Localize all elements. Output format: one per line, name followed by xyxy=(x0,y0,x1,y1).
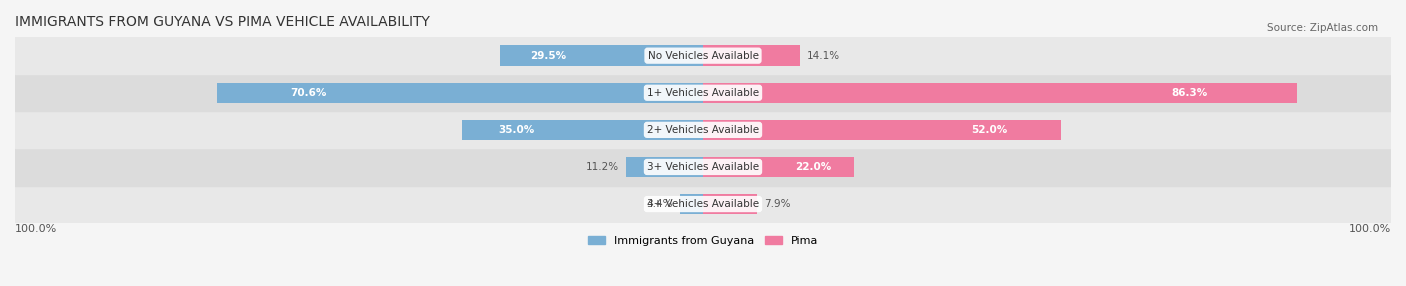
Text: 11.2%: 11.2% xyxy=(586,162,619,172)
Text: 29.5%: 29.5% xyxy=(530,51,567,61)
Bar xyxy=(15,37,1391,74)
Text: 100.0%: 100.0% xyxy=(15,225,58,235)
Bar xyxy=(703,120,1060,140)
Text: 2+ Vehicles Available: 2+ Vehicles Available xyxy=(647,125,759,135)
Text: 70.6%: 70.6% xyxy=(290,88,326,98)
Bar xyxy=(463,120,703,140)
Text: 86.3%: 86.3% xyxy=(1171,88,1208,98)
Bar xyxy=(15,111,1391,148)
Bar xyxy=(679,194,703,214)
Text: 14.1%: 14.1% xyxy=(807,51,839,61)
Text: 100.0%: 100.0% xyxy=(1348,225,1391,235)
Text: No Vehicles Available: No Vehicles Available xyxy=(648,51,758,61)
Bar xyxy=(501,45,703,66)
Legend: Immigrants from Guyana, Pima: Immigrants from Guyana, Pima xyxy=(583,231,823,251)
Bar xyxy=(15,148,1391,186)
Bar xyxy=(626,157,703,177)
Text: 35.0%: 35.0% xyxy=(498,125,534,135)
Text: Source: ZipAtlas.com: Source: ZipAtlas.com xyxy=(1267,23,1378,33)
Bar xyxy=(703,45,800,66)
Text: 22.0%: 22.0% xyxy=(796,162,832,172)
Text: 4+ Vehicles Available: 4+ Vehicles Available xyxy=(647,199,759,209)
Bar xyxy=(15,74,1391,111)
Bar xyxy=(703,194,758,214)
Text: 3.4%: 3.4% xyxy=(647,199,672,209)
Bar xyxy=(703,157,855,177)
Bar xyxy=(703,83,1296,103)
Text: IMMIGRANTS FROM GUYANA VS PIMA VEHICLE AVAILABILITY: IMMIGRANTS FROM GUYANA VS PIMA VEHICLE A… xyxy=(15,15,430,29)
Bar xyxy=(15,186,1391,223)
Text: 3+ Vehicles Available: 3+ Vehicles Available xyxy=(647,162,759,172)
Text: 52.0%: 52.0% xyxy=(972,125,1007,135)
Text: 1+ Vehicles Available: 1+ Vehicles Available xyxy=(647,88,759,98)
Bar xyxy=(218,83,703,103)
Text: 7.9%: 7.9% xyxy=(765,199,790,209)
